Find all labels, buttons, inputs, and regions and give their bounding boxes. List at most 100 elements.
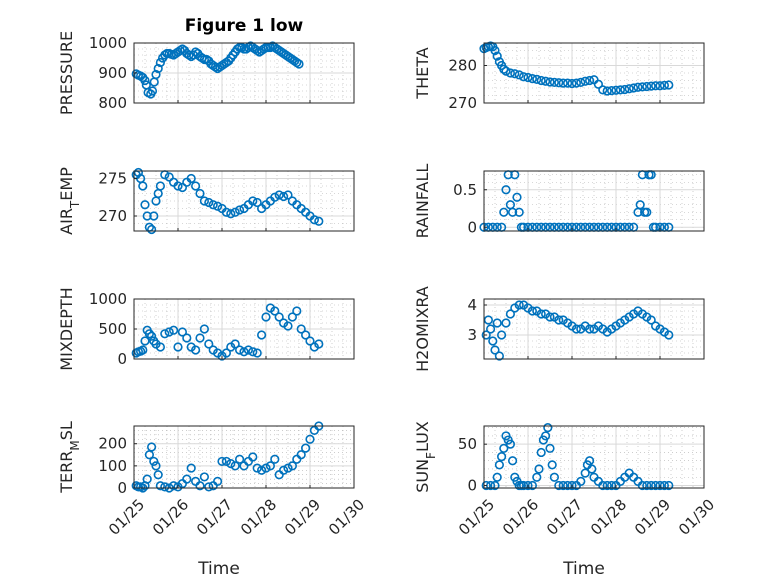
x-tick-label: 01/28 — [587, 496, 630, 539]
data-point — [492, 472, 502, 482]
data-point — [545, 77, 555, 87]
data-point — [147, 224, 157, 235]
data-point — [153, 470, 163, 480]
data-point — [160, 329, 170, 339]
y-tick-label: 500 — [98, 320, 127, 338]
data-point — [287, 461, 298, 471]
axes-frame — [133, 425, 355, 489]
data-point — [261, 463, 271, 473]
data-point — [606, 480, 617, 491]
data-point — [221, 348, 231, 358]
data-point — [576, 77, 586, 87]
data-point — [532, 472, 542, 482]
data-point — [611, 85, 621, 95]
series-markers — [481, 423, 674, 491]
axes-panel-2: 270 280 THETA — [413, 41, 705, 112]
data-point — [283, 463, 293, 473]
y-axis-label: H2OMIXRA — [413, 286, 432, 372]
data-point — [133, 167, 143, 178]
axes-panel-8: 0 50 01/25 01/26 01/27 01/28 01/29 01/30 SUNFLUX — [413, 421, 718, 539]
data-point — [142, 211, 152, 221]
data-point — [191, 345, 201, 355]
data-point — [221, 207, 231, 217]
data-point — [562, 78, 573, 88]
data-point — [646, 480, 656, 491]
data-point — [140, 200, 150, 210]
data-point — [182, 333, 192, 343]
y-tick-label: 200 — [98, 435, 127, 453]
data-point — [490, 45, 500, 56]
x-tick-label: 01/29 — [631, 496, 674, 539]
data-point — [283, 190, 293, 200]
data-point — [580, 76, 590, 86]
data-point — [147, 86, 158, 96]
data-point — [545, 312, 555, 322]
data-point — [140, 336, 150, 346]
data-point — [664, 330, 674, 340]
data-point — [147, 331, 157, 341]
data-point — [230, 339, 240, 349]
y-tick-label: 800 — [98, 94, 127, 112]
data-point — [195, 333, 205, 343]
data-point — [155, 181, 165, 191]
data-point — [149, 456, 159, 467]
data-point — [523, 480, 533, 491]
y-axis-label: TERRMSL — [57, 421, 82, 494]
x-tick-label: 01/26 — [499, 496, 542, 539]
data-point — [650, 81, 661, 91]
axes-panel-4: 0 0.5 RAINFALL — [413, 164, 705, 239]
data-point — [270, 454, 280, 464]
data-point — [164, 172, 174, 182]
data-point — [483, 315, 494, 325]
data-point — [257, 465, 267, 475]
y-axis-label: THETA — [413, 47, 432, 99]
x-tick-label: 01/29 — [281, 496, 324, 539]
data-point — [186, 463, 196, 473]
y-tick-label: 0 — [467, 477, 477, 495]
data-point — [155, 342, 165, 352]
data-point — [558, 480, 568, 491]
data-point — [305, 434, 315, 444]
axes-panel-1: 800 900 1000 PRESSURE Figure 1 low — [57, 16, 355, 115]
data-point — [199, 472, 209, 482]
data-point — [204, 482, 214, 492]
y-tick-label: 4 — [467, 296, 477, 314]
data-point — [501, 185, 511, 195]
data-point — [499, 207, 509, 217]
data-point — [554, 315, 564, 325]
data-point — [659, 480, 670, 491]
data-point — [587, 464, 597, 474]
y-axis-label: RAINFALL — [413, 164, 432, 239]
data-point — [547, 460, 557, 470]
data-point — [540, 76, 551, 86]
data-point — [501, 318, 511, 328]
x-tick-label: 01/30 — [325, 496, 368, 539]
data-point — [155, 481, 165, 491]
data-point — [182, 474, 192, 484]
data-point — [213, 201, 223, 211]
y-tick-label: 1000 — [89, 290, 127, 308]
data-point — [580, 468, 590, 478]
data-point — [615, 85, 626, 95]
axes-frame — [133, 170, 355, 232]
data-point — [235, 205, 245, 215]
data-point — [199, 196, 209, 206]
data-point — [252, 348, 262, 358]
data-point — [576, 476, 586, 486]
y-tick-label: 0.5 — [453, 181, 477, 199]
data-point — [567, 78, 577, 89]
data-point — [301, 330, 311, 340]
y-axis-label: PRESSURE — [57, 31, 76, 115]
data-point — [505, 439, 516, 449]
data-point — [650, 480, 661, 491]
data-point — [602, 480, 612, 491]
data-point — [635, 200, 645, 210]
data-point — [481, 330, 491, 340]
data-point — [257, 330, 267, 340]
data-point — [301, 443, 311, 453]
data-point — [628, 83, 639, 93]
data-point — [230, 207, 240, 217]
y-tick-label: 100 — [98, 457, 127, 475]
data-point — [505, 68, 516, 78]
data-point — [204, 197, 214, 208]
